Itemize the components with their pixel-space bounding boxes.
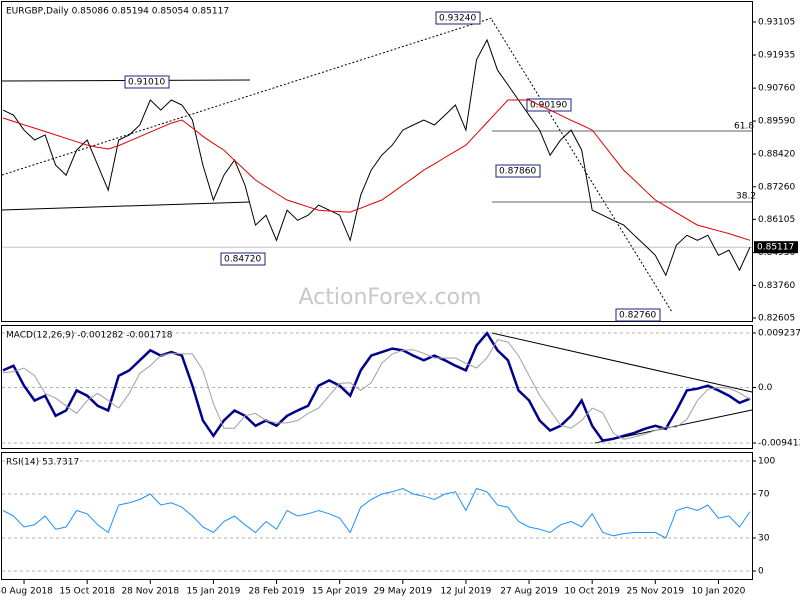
trend-line	[1, 201, 251, 211]
x-tick-label: 25 Nov 2019	[626, 587, 684, 597]
watermark: ActionForex.com	[299, 285, 482, 310]
series-line	[2, 339, 751, 440]
x-tick-label: 10 Jan 2020	[691, 587, 745, 597]
y-tick-label: 0.91935	[758, 50, 795, 60]
annotation-box	[124, 75, 170, 89]
annotation: 0.82760	[619, 311, 656, 321]
x-tick-label: 15 Oct 2018	[59, 587, 115, 597]
trend-line	[491, 19, 673, 313]
annotations: 0.93240 0.91010 0.90190 0.87860 0.84720 0.827…	[124, 11, 756, 322]
y-tick-label: -0.009413	[758, 438, 800, 448]
last-price-box	[754, 241, 798, 254]
x-tick-label: 15 Jan 2019	[186, 587, 240, 597]
x-tick-label: 28 Nov 2018	[121, 587, 179, 597]
trend-line	[491, 332, 753, 393]
y-tick-label: 0.87260	[758, 182, 795, 192]
y-tick-label: 0.90760	[758, 84, 795, 94]
x-tick-label: 12 Jul 2019	[440, 587, 491, 597]
series-line	[2, 331, 751, 442]
y-tick-label: 0.009237	[758, 329, 800, 339]
y-tick-label: 0.83760	[758, 281, 795, 291]
y-tick-label: 0	[758, 566, 764, 576]
y-tick-label: 0.0	[758, 383, 773, 393]
last-price-label: 0.85117	[757, 243, 794, 253]
x-tick-label: 28 Feb 2019	[249, 587, 305, 597]
y-tick-label: 0.88420	[758, 150, 795, 160]
annotation-box	[615, 308, 661, 322]
x-tick-label: 30 Aug 2018	[0, 587, 53, 597]
x-tick-label: 10 Oct 2019	[564, 587, 620, 597]
annotation: 61.8	[734, 122, 754, 132]
annotation: 38.2	[736, 192, 756, 202]
annotation: 0.87860	[499, 167, 536, 177]
series-line	[2, 38, 751, 277]
annotation-box	[435, 11, 481, 25]
annotation: 0.93240	[439, 14, 476, 24]
annotation-box	[526, 98, 572, 112]
y-tick-label: 30	[758, 533, 770, 543]
y-tick-label: 0.86105	[758, 215, 795, 225]
x-tick-label: 15 Apr 2019	[312, 587, 368, 597]
annotation-box	[220, 252, 266, 266]
y-tick-label: 70	[758, 490, 770, 500]
y-tick-label: 0.89590	[758, 117, 795, 127]
x-tick-label: 29 May 2019	[373, 587, 432, 597]
panel-title: MACD(12,26,9) -0.001282 -0.001718	[6, 331, 173, 341]
trend-line	[1, 17, 493, 176]
series-line	[2, 487, 751, 539]
annotation: 0.91010	[128, 78, 165, 88]
series-line	[2, 99, 751, 241]
panel-title: RSI(14) 53.7317	[6, 458, 79, 468]
y-tick-label: 0.82605	[758, 313, 795, 323]
annotation-box	[495, 164, 541, 178]
y-tick-label: 0.93105	[758, 18, 795, 28]
price-panel	[1, 1, 753, 322]
annotation: 0.90190	[530, 101, 567, 111]
panel-title: EURGBP,Daily 0.85086 0.85194 0.85054 0.8…	[6, 7, 229, 17]
rsi-panel	[1, 452, 753, 580]
x-tick-label: 27 Aug 2019	[500, 587, 558, 597]
annotation: 0.84720	[224, 255, 261, 265]
y-tick-label: 100	[758, 457, 775, 467]
